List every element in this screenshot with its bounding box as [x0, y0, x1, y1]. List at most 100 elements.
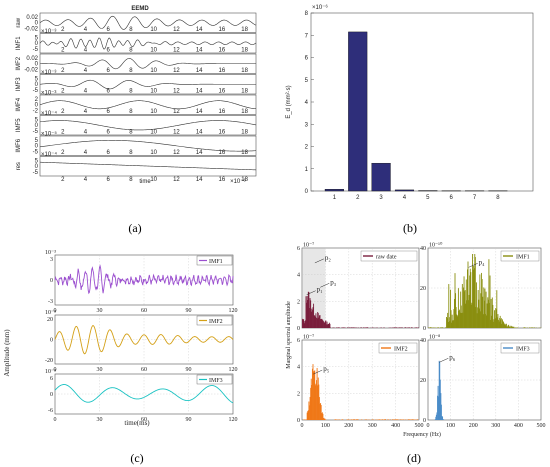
panel-d-legend: raw date [360, 250, 418, 262]
panel-a-inner-tick: 4 [84, 27, 88, 33]
panel-c-ytick-label: -3 [48, 299, 53, 305]
panel-d-xtick-label: 300 [491, 423, 500, 429]
caption-d: (d) [407, 451, 421, 465]
panel-a-ytick-label: 0.02 [26, 56, 38, 62]
panel-a-ytick-label: 5 [35, 117, 39, 123]
panel-d-ytick-label: 20 [420, 378, 426, 384]
panel-d-xtick-label: 500 [537, 423, 546, 429]
panel-b-xtick-label: 7 [473, 195, 477, 201]
panel-b-ytick-label: 5 [305, 78, 309, 84]
panel-c-legend-label: IMF2 [209, 319, 223, 325]
panel-a-signal-raw [39, 15, 257, 30]
panel-c-legend: IMF2 [196, 315, 233, 326]
panel-a-inner-tick: 12 [173, 109, 180, 115]
panel-a-inner-tick: 4 [84, 68, 88, 74]
panel-a-inner-tick: 8 [129, 27, 133, 33]
panel-d-ytick-label: 0 [423, 418, 426, 424]
panel-a-inner-tick: 2 [61, 89, 65, 95]
panel-c-xtick-label: 0 [54, 367, 57, 373]
panel-a-inner-tick: 2 [61, 130, 65, 136]
panel-d-peak-label: p₁ [317, 286, 323, 294]
panel-d-xtick-label: 400 [514, 423, 523, 429]
panel-d-peak-arrow [313, 369, 323, 375]
panel-a-inner-tick: 18 [241, 68, 248, 74]
panel-a-inner-tick: 4 [84, 89, 88, 95]
panel-b-frame [310, 12, 534, 192]
panel-c-exponent: 10⁻³ [45, 250, 56, 256]
panel-b-xtick-label: 3 [379, 195, 383, 201]
panel-c-xtick-label: 60 [141, 308, 147, 314]
panel-b-bar-2 [348, 31, 368, 192]
panel-d-frame [301, 247, 420, 329]
panel-d-ylabel: Marginal spectral amplitude [286, 301, 292, 369]
panel-a-inner-tick: 2 [61, 27, 65, 33]
panel-a-xtick-label: 8 [129, 177, 133, 183]
panel-a-row-label: raw [16, 17, 22, 27]
panel-a-inner-tick: 18 [241, 27, 248, 33]
panel-d-ytick-label: 0 [297, 326, 300, 332]
panel-a-inner-tick: 12 [173, 68, 180, 74]
panel-a-signal-imf5 [39, 120, 257, 131]
panel-a-inner-tick: 8 [129, 109, 133, 115]
panel-a-inner-tick: 10 [150, 68, 157, 74]
panel-d-peak-arrow [306, 290, 316, 295]
panel-d-exponent: 10⁻¹⁰ [429, 242, 443, 249]
panel-a-inner-tick: 14 [196, 48, 203, 54]
panel-a-inner-tick: 4 [84, 130, 88, 136]
panel-b-ytick-label: 7 [305, 33, 309, 39]
panel-c-signal-imf3 [54, 384, 234, 404]
panel-a-xtick-label: 16 [219, 177, 226, 183]
panel-d-peak-arrow [320, 283, 330, 288]
panel-c-legend-box [196, 255, 233, 266]
panel-d-legend: IMF1 [500, 250, 540, 262]
panel-a-inner-tick: 12 [173, 150, 180, 156]
panel-a-ytick-label: -5 [33, 149, 39, 155]
panel-b-ytick-label: 0 [305, 189, 309, 195]
panel-d-ytick-label: 4 [297, 365, 300, 371]
panel-d-xtick-label: 0 [301, 423, 304, 429]
panel-a-ytick-label: -5 [33, 129, 39, 135]
panel-c-ytick-label: -20 [45, 358, 53, 364]
caption-b: (b) [403, 221, 417, 235]
panel-a-signal-res [39, 161, 257, 171]
panel-c-ytick-label: 0 [50, 392, 53, 398]
panel-a-xlabel: time [139, 179, 151, 185]
panel-d-peak-arrow [314, 258, 324, 264]
panel-a-inner-tick: 4 [84, 48, 88, 54]
panel-b-bar-4 [394, 189, 415, 192]
panel-d-xtick-label: 200 [344, 423, 353, 429]
panel-d-legend-box [360, 250, 418, 262]
panel-b-xtick-label: 8 [496, 195, 500, 201]
panel-d-xtick-label: 500 [415, 423, 424, 429]
panel-a-row-label: IMF5 [16, 118, 22, 132]
panel-a-inner-tick: 6 [107, 27, 111, 33]
panel-c-xtick-label: 120 [229, 367, 238, 373]
panel-c-xtick-label: 30 [97, 367, 103, 373]
panel-d-peak-label: p₃ [330, 278, 337, 286]
panel-b-xtick-label: 1 [333, 195, 337, 201]
panel-a-inner-tick: 16 [219, 109, 226, 115]
panel-d-ytick-label: 20 [420, 286, 426, 292]
panel-a-inner-tick: 10 [150, 109, 157, 115]
caption-c: (c) [130, 451, 143, 465]
panel-d-xtick-label: 400 [391, 423, 400, 429]
caption-a: (a) [128, 221, 141, 235]
panel-d-peak-arrow [439, 358, 449, 363]
panel-c-xtick-label: 0 [54, 417, 57, 423]
panel-a-row-label: IMF3 [16, 77, 22, 91]
panel-a-signal-imf4 [39, 100, 257, 110]
panel-a-inner-tick: 6 [107, 48, 111, 54]
panel-a-inner-tick: 14 [196, 109, 203, 115]
panel-b-ytick-label: 2 [305, 145, 309, 151]
panel-a-signal-imf1 [39, 37, 257, 50]
panel-d-ytick-label: 40 [420, 338, 426, 344]
panel-d-peak-arrow [468, 263, 478, 268]
panel-a-inner-tick: 10 [150, 150, 157, 156]
panel-a-xtick-label: 12 [173, 177, 180, 183]
panel-d-legend-label: IMF1 [516, 255, 530, 261]
